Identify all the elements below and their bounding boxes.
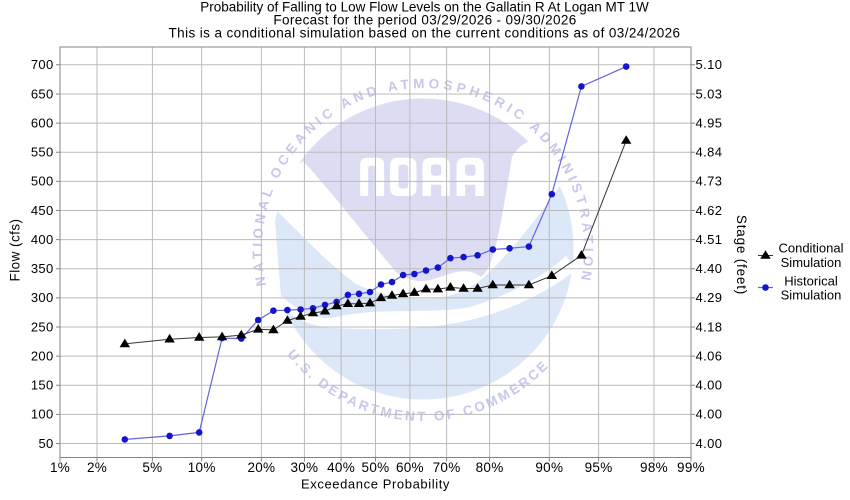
svg-text:Flow (cfs): Flow (cfs) (8, 219, 23, 282)
svg-text:30%: 30% (290, 460, 318, 475)
svg-text:95%: 95% (585, 460, 613, 475)
svg-text:90%: 90% (535, 460, 563, 475)
svg-text:50%: 50% (362, 460, 390, 475)
svg-text:20%: 20% (247, 460, 275, 475)
svg-text:5.03: 5.03 (696, 86, 723, 101)
svg-text:4.95: 4.95 (696, 115, 723, 130)
svg-text:5.10: 5.10 (696, 57, 723, 72)
svg-text:350: 350 (31, 261, 54, 276)
svg-text:1%: 1% (50, 460, 70, 475)
svg-text:40%: 40% (327, 460, 355, 475)
svg-text:4.84: 4.84 (696, 145, 723, 160)
svg-text:This is a conditional simulati: This is a conditional simulation based o… (169, 26, 681, 41)
svg-text:650: 650 (31, 86, 54, 101)
svg-text:100: 100 (31, 407, 54, 422)
svg-text:Stage (feet): Stage (feet) (734, 215, 749, 295)
svg-text:4.73: 4.73 (696, 174, 723, 189)
svg-text:70%: 70% (433, 460, 461, 475)
svg-text:Simulation: Simulation (781, 288, 842, 303)
svg-text:2%: 2% (87, 460, 107, 475)
svg-text:4.00: 4.00 (696, 436, 723, 451)
svg-text:500: 500 (31, 174, 54, 189)
svg-text:450: 450 (31, 203, 54, 218)
svg-text:5%: 5% (142, 460, 162, 475)
svg-text:300: 300 (31, 290, 54, 305)
svg-text:Exceedance Probability: Exceedance Probability (301, 477, 450, 492)
svg-text:4.40: 4.40 (696, 261, 723, 276)
svg-text:150: 150 (31, 378, 54, 393)
svg-text:550: 550 (31, 145, 54, 160)
svg-text:80%: 80% (476, 460, 504, 475)
svg-text:10%: 10% (188, 460, 216, 475)
svg-text:200: 200 (31, 348, 54, 363)
svg-text:4.18: 4.18 (696, 319, 723, 334)
svg-text:Conditional: Conditional (778, 241, 843, 256)
svg-text:4.00: 4.00 (696, 378, 723, 393)
svg-text:250: 250 (31, 319, 54, 334)
svg-text:600: 600 (31, 115, 54, 130)
svg-text:Simulation: Simulation (781, 255, 842, 270)
svg-text:Historical: Historical (784, 274, 838, 289)
svg-text:Forecast for the period 03/29/: Forecast for the period 03/29/2026 - 09/… (273, 13, 576, 28)
svg-text:4.06: 4.06 (696, 348, 723, 363)
svg-text:400: 400 (31, 232, 54, 247)
svg-text:4.62: 4.62 (696, 203, 723, 218)
svg-text:4.51: 4.51 (696, 232, 723, 247)
svg-text:4.29: 4.29 (696, 290, 723, 305)
svg-text:4.00: 4.00 (696, 407, 723, 422)
svg-text:98%: 98% (640, 460, 668, 475)
svg-text:50: 50 (38, 436, 53, 451)
svg-text:700: 700 (31, 57, 54, 72)
svg-text:99%: 99% (677, 460, 705, 475)
svg-text:Probability of Falling to Low: Probability of Falling to Low Flow Level… (200, 0, 649, 15)
svg-text:60%: 60% (396, 460, 424, 475)
